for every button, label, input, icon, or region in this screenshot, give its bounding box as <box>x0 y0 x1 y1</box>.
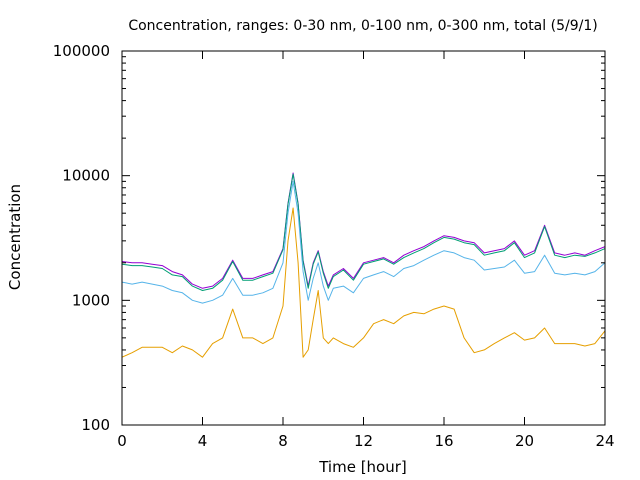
y-tick-label: 100000 <box>53 42 110 60</box>
x-tick-label: 0 <box>117 432 127 450</box>
x-tick-label: 8 <box>278 432 288 450</box>
y-axis-label: Concentration <box>6 184 24 290</box>
x-tick-label: 16 <box>434 432 453 450</box>
chart-title: Concentration, ranges: 0-30 nm, 0-100 nm… <box>128 18 597 34</box>
ticks-layer: 0 4 8 12 16 20 24 100 1000 10000 100000 <box>53 42 615 450</box>
series-line-1 <box>121 172 606 289</box>
plot-frame <box>121 50 606 426</box>
series-line-2 <box>121 173 606 291</box>
series-layer <box>121 172 606 358</box>
y-tick-label: 10000 <box>62 167 110 185</box>
series-line-4 <box>121 207 606 358</box>
x-axis-label: Time [hour] <box>318 458 407 476</box>
x-tick-label: 4 <box>198 432 208 450</box>
series-line-3 <box>121 180 606 304</box>
y-tick-label: 100 <box>81 416 110 434</box>
x-tick-label: 24 <box>595 432 614 450</box>
y-tick-label: 1000 <box>72 291 110 309</box>
x-tick-label: 12 <box>354 432 373 450</box>
x-tick-label: 20 <box>515 432 534 450</box>
